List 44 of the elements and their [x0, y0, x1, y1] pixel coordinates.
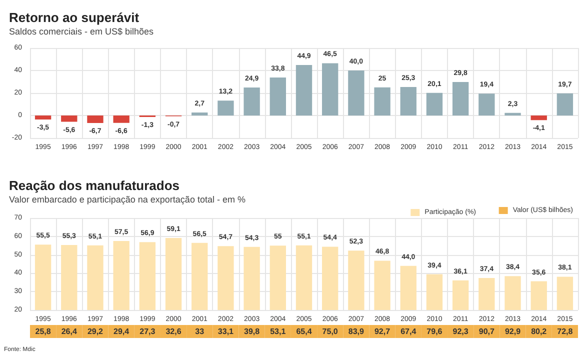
data-label: 29,4 [114, 327, 130, 336]
chart-subtitle: Saldos comerciais - em US$ bilhões [9, 26, 154, 36]
bar [478, 94, 495, 116]
chart-subtitle: Valor embarcado e participação na exportação total - em % [9, 194, 246, 204]
bar [426, 92, 443, 116]
data-label: 25,8 [35, 327, 52, 336]
bar [270, 77, 286, 116]
data-label: 72,8 [557, 327, 574, 336]
data-label: 79,6 [426, 327, 443, 336]
bar [530, 116, 547, 120]
bar [400, 87, 416, 116]
data-label: 33,1 [218, 327, 234, 336]
bar [556, 93, 574, 116]
data-label: 32,6 [166, 327, 182, 336]
data-label: 39,8 [244, 327, 260, 336]
bar [218, 100, 234, 116]
bar [322, 63, 338, 116]
chart-title: Retorno ao superávit [9, 10, 140, 25]
bar [504, 112, 521, 116]
data-label: 92,9 [504, 327, 522, 336]
data-label: 33 [195, 327, 205, 336]
chart-title: Reação dos manufaturados [9, 178, 180, 193]
data-label: 65,4 [296, 327, 312, 336]
bar [244, 87, 260, 116]
bar [34, 116, 52, 120]
data-label: 53,1 [270, 327, 286, 336]
data-label: 75,0 [322, 327, 338, 336]
data-label: 90,7 [478, 327, 495, 336]
bar [452, 82, 469, 116]
data-label: 92,7 [374, 327, 391, 336]
data-label: 92,3 [452, 327, 469, 336]
bar [348, 70, 364, 116]
data-label: 83,9 [348, 327, 365, 336]
bar [61, 116, 78, 122]
bar [87, 116, 104, 124]
data-label: 67,4 [400, 327, 417, 336]
data-label: 29,2 [87, 327, 104, 336]
bar [192, 112, 208, 116]
bar [374, 87, 390, 116]
bar [296, 64, 312, 116]
bar [113, 116, 130, 123]
data-label: 80,2 [531, 327, 548, 336]
data-label: 26,4 [61, 327, 78, 336]
data-label: 27,3 [140, 327, 156, 336]
